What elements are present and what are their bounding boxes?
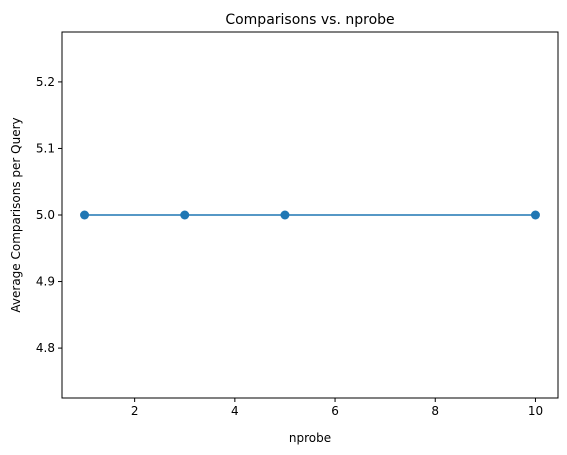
data-point	[280, 210, 290, 220]
data-point	[530, 210, 540, 220]
y-tick-label: 5.2	[36, 75, 55, 89]
data-point	[180, 210, 190, 220]
x-tick-label: 6	[331, 404, 339, 418]
y-axis-label: Average Comparisons per Query	[9, 117, 23, 312]
x-tick-label: 8	[431, 404, 439, 418]
x-axis-label: nprobe	[289, 431, 331, 445]
series-layer	[80, 210, 540, 220]
x-axis: 2 4 6 8 10	[131, 398, 543, 418]
y-tick-label: 5.0	[36, 208, 55, 222]
y-tick-label: 4.8	[36, 341, 55, 355]
y-tick-label: 4.9	[36, 275, 55, 289]
x-tick-label: 2	[131, 404, 139, 418]
data-point	[80, 210, 90, 220]
x-tick-label: 10	[528, 404, 543, 418]
y-axis: 4.8 4.9 5.0 5.1 5.2	[36, 75, 62, 355]
y-tick-label: 5.1	[36, 141, 55, 155]
x-tick-label: 4	[231, 404, 239, 418]
chart-title: Comparisons vs. nprobe	[225, 12, 394, 28]
